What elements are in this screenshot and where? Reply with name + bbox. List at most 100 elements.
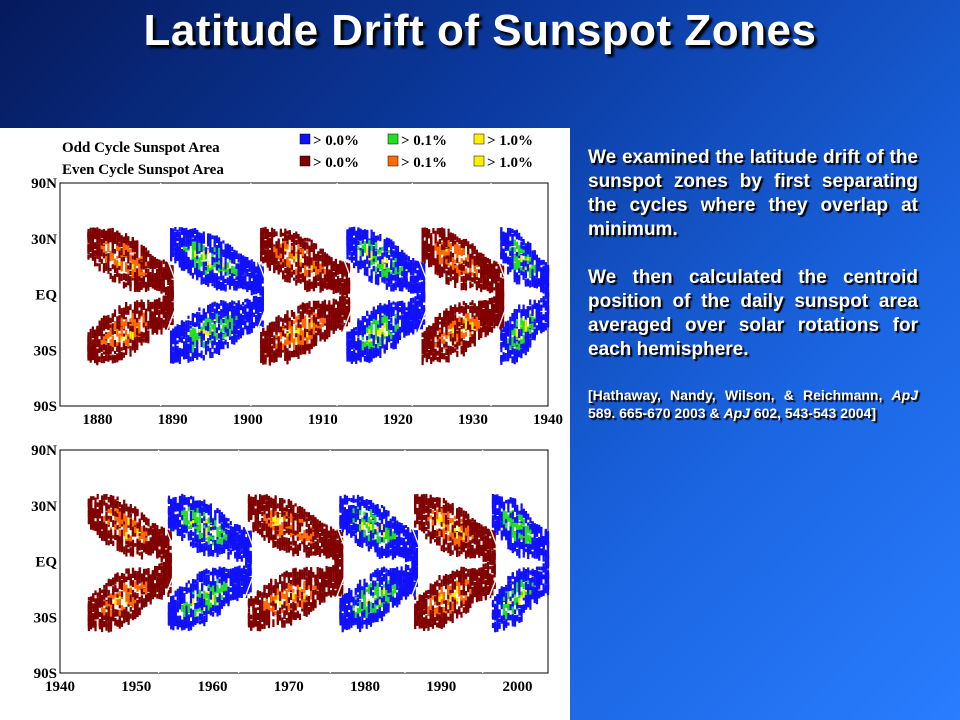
area-mark — [432, 352, 435, 357]
area-mark — [162, 319, 165, 325]
area-mark — [279, 243, 282, 248]
area-mark — [301, 318, 304, 322]
area-mark — [185, 263, 188, 269]
area-mark — [169, 271, 172, 279]
area-mark — [170, 349, 173, 357]
area-mark — [196, 311, 199, 320]
area-mark — [151, 284, 154, 289]
area-mark — [151, 329, 154, 335]
area-mark — [196, 256, 199, 260]
area-mark — [172, 228, 175, 237]
area-mark — [111, 332, 114, 339]
area-mark — [250, 304, 253, 311]
area-mark — [151, 301, 154, 307]
area-mark — [359, 261, 362, 269]
area-mark — [202, 355, 205, 361]
area-mark — [388, 329, 391, 336]
area-mark — [334, 299, 337, 305]
area-mark — [102, 344, 106, 350]
area-mark — [434, 258, 437, 264]
area-mark — [421, 246, 424, 251]
area-mark — [218, 268, 221, 273]
area-mark — [441, 257, 444, 265]
area-mark — [383, 251, 386, 257]
area-mark — [412, 258, 415, 266]
area-mark — [255, 318, 258, 326]
area-mark — [180, 231, 184, 235]
area-mark — [194, 235, 197, 243]
area-mark — [341, 274, 344, 279]
area-mark — [275, 355, 278, 362]
area-mark — [286, 244, 289, 250]
area-mark — [341, 295, 344, 302]
area-mark — [262, 246, 265, 252]
area-mark — [312, 305, 315, 313]
area-mark — [105, 240, 108, 245]
area-mark — [107, 237, 110, 244]
area-mark — [102, 252, 106, 259]
area-mark — [213, 257, 216, 263]
area-mark — [189, 337, 192, 345]
area-mark — [127, 307, 130, 313]
area-mark — [198, 353, 201, 357]
area-mark — [140, 306, 143, 315]
area-mark — [125, 335, 128, 340]
area-mark — [401, 281, 404, 285]
area-mark — [153, 279, 156, 287]
area-mark — [202, 236, 205, 243]
area-mark — [304, 260, 307, 266]
area-mark — [111, 265, 114, 270]
area-mark — [441, 321, 444, 328]
area-mark — [297, 323, 300, 328]
area-mark — [301, 276, 304, 281]
area-mark — [262, 231, 265, 240]
area-mark — [379, 305, 382, 312]
area-mark — [125, 330, 128, 338]
area-mark — [129, 331, 132, 339]
area-mark — [138, 285, 141, 292]
area-mark — [423, 227, 426, 231]
area-mark — [264, 240, 267, 246]
area-mark — [213, 321, 216, 326]
area-mark — [385, 341, 388, 347]
area-mark — [133, 271, 137, 280]
area-mark — [308, 238, 311, 242]
area-mark — [224, 271, 227, 276]
area-mark — [361, 352, 364, 357]
area-mark — [343, 281, 346, 287]
area-mark — [174, 334, 177, 342]
area-mark — [295, 350, 298, 357]
area-mark — [374, 344, 378, 348]
area-mark — [403, 264, 406, 271]
area-mark — [147, 299, 150, 304]
area-mark — [260, 356, 263, 364]
area-mark — [94, 250, 97, 256]
area-mark — [368, 350, 371, 356]
area-mark — [187, 262, 190, 267]
area-mark — [308, 330, 311, 336]
area-mark — [149, 254, 152, 262]
area-mark — [297, 351, 300, 359]
area-mark — [319, 325, 322, 329]
area-mark — [185, 241, 188, 247]
area-mark — [383, 241, 386, 247]
area-mark — [328, 306, 331, 311]
area-mark — [377, 256, 380, 261]
area-mark — [202, 245, 205, 251]
area-mark — [100, 260, 103, 264]
area-mark — [293, 320, 296, 324]
area-mark — [228, 322, 232, 326]
area-mark — [350, 234, 353, 243]
area-mark — [224, 284, 227, 290]
area-mark — [295, 239, 298, 245]
area-mark — [189, 263, 192, 270]
area-mark — [326, 273, 329, 281]
area-mark — [164, 301, 168, 310]
area-mark — [434, 330, 437, 337]
cycle-label: 12 — [119, 385, 135, 402]
area-mark — [180, 242, 184, 247]
area-mark — [239, 276, 242, 284]
area-mark — [189, 325, 192, 329]
area-mark — [171, 302, 174, 306]
area-mark — [231, 336, 234, 345]
